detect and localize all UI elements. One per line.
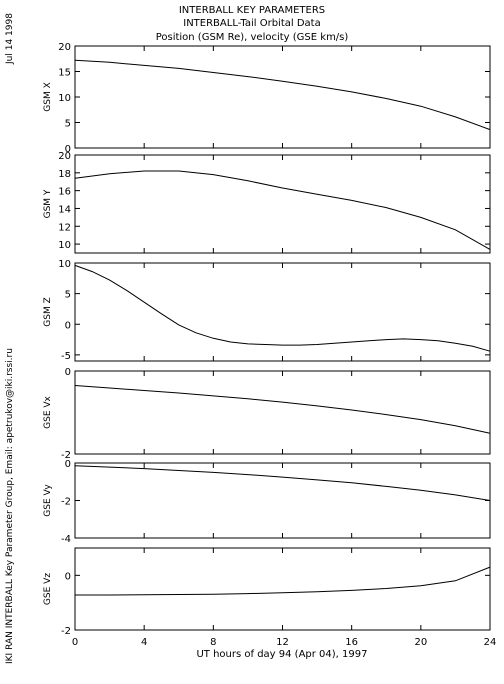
panel-gse-vz: -2 0 GSE Vz xyxy=(43,547,491,637)
y-axis-label: GSM Y xyxy=(43,189,53,218)
y-tick-label: 10 xyxy=(58,93,71,104)
x-tick-label: 24 xyxy=(484,637,497,648)
series-line-gse-vx xyxy=(74,385,491,434)
x-axis-label: UT hours of day 94 (Apr 04), 1997 xyxy=(196,649,367,660)
x-tick-label: 20 xyxy=(414,637,427,648)
y-tick-label: 5 xyxy=(65,119,71,130)
series-line-gsm-z xyxy=(74,264,491,352)
y-tick-label: 0 xyxy=(65,459,71,470)
panel-frame xyxy=(74,154,491,254)
side-label: IKI RAN INTERBALL Key Parameter Group, E… xyxy=(5,348,15,664)
panel-frame xyxy=(74,462,491,539)
panel-frame xyxy=(74,370,491,455)
y-tick-label: 20 xyxy=(58,42,71,53)
y-axis-label: GSM X xyxy=(43,82,53,111)
x-tick-label: 8 xyxy=(210,637,216,648)
y-tick-label: -2 xyxy=(61,450,71,461)
x-axis: 0 4 8 12 16 20 24 xyxy=(72,637,497,648)
y-tick-label: 0 xyxy=(65,144,71,155)
y-axis-label: GSE Vy xyxy=(43,484,53,517)
y-tick-label: -4 xyxy=(61,534,71,545)
date-label: Jul 14 1998 xyxy=(5,13,15,65)
panel-gsm-z: -5 0 5 10 GSM Z xyxy=(43,259,491,362)
panel-gse-vy: -4 -2 0 GSE Vy xyxy=(43,459,491,545)
x-tick-label: 12 xyxy=(276,637,289,648)
y-tick-label: 18 xyxy=(58,169,71,180)
x-tick-label: 4 xyxy=(141,637,147,648)
x-tick-label: 0 xyxy=(72,637,78,648)
series-line-gse-vz xyxy=(75,566,491,596)
y-axis-label: GSE Vx xyxy=(43,395,53,428)
panel-frame xyxy=(74,262,491,362)
y-tick-label: 0 xyxy=(65,320,71,331)
y-axis-label: GSM Z xyxy=(43,297,53,326)
y-tick-label: 15 xyxy=(58,68,71,79)
series-line-gsm-y xyxy=(74,170,491,250)
y-axis-label: GSE Vz xyxy=(43,573,53,605)
panel-frame xyxy=(74,45,491,149)
y-tick-label: 14 xyxy=(58,204,71,215)
panel-frame xyxy=(74,547,491,631)
panel-gse-vx: -2 0 GSE Vx xyxy=(43,367,491,461)
title-line-2: INTERBALL-Tail Orbital Data xyxy=(183,18,320,29)
x-tick-label: 16 xyxy=(345,637,358,648)
y-tick-label: 5 xyxy=(65,290,71,301)
panel-gsm-y: 10 12 14 16 18 20 GSM Y xyxy=(43,151,491,254)
y-tick-label: 0 xyxy=(65,571,71,582)
series-line-gse-vy xyxy=(74,465,491,501)
y-tick-label: 12 xyxy=(58,222,71,233)
y-tick-label: 10 xyxy=(58,240,71,251)
y-tick-label: 20 xyxy=(58,151,71,162)
panel-gsm-x: 0 5 10 15 20 GSM X xyxy=(43,42,491,155)
series-line-gsm-x xyxy=(74,59,491,131)
plot-panels: 0 5 10 15 20 GSM X 10 12 14 16 18 20 GSM Y -5 0 5 10 GSM … xyxy=(43,42,496,648)
y-tick-label: 0 xyxy=(65,367,71,378)
y-tick-label: 10 xyxy=(58,259,71,270)
y-tick-label: -5 xyxy=(61,351,71,362)
title-line-1: INTERBALL KEY PARAMETERS xyxy=(179,5,325,16)
title-line-3: Position (GSM Re), velocity (GSE km/s) xyxy=(156,32,349,43)
y-tick-label: -2 xyxy=(61,626,71,637)
y-tick-label: -2 xyxy=(61,497,71,508)
y-tick-label: 16 xyxy=(58,187,71,198)
